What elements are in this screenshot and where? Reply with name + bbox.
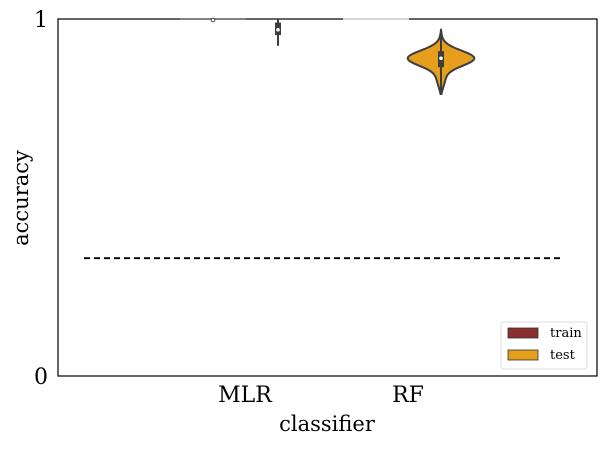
legend-swatch-test bbox=[507, 349, 539, 361]
median-test-MLR bbox=[276, 27, 280, 32]
median-train-MLR bbox=[210, 17, 216, 23]
y-axis-label: accuracy bbox=[9, 150, 33, 246]
legend: train test bbox=[500, 321, 588, 370]
x-tick-label-mlr: MLR bbox=[218, 383, 273, 408]
plot-area bbox=[57, 18, 598, 377]
median-test-RF bbox=[439, 56, 443, 61]
legend-label-test: test bbox=[550, 348, 576, 363]
legend-swatch-train bbox=[507, 327, 539, 339]
x-axis-label: classifier bbox=[279, 412, 376, 436]
y-tick-label-0: 0 bbox=[34, 365, 48, 390]
y-tick-label-1: 1 bbox=[34, 8, 48, 33]
x-tick-label-rf: RF bbox=[392, 383, 424, 408]
legend-label-train: train bbox=[550, 326, 582, 341]
